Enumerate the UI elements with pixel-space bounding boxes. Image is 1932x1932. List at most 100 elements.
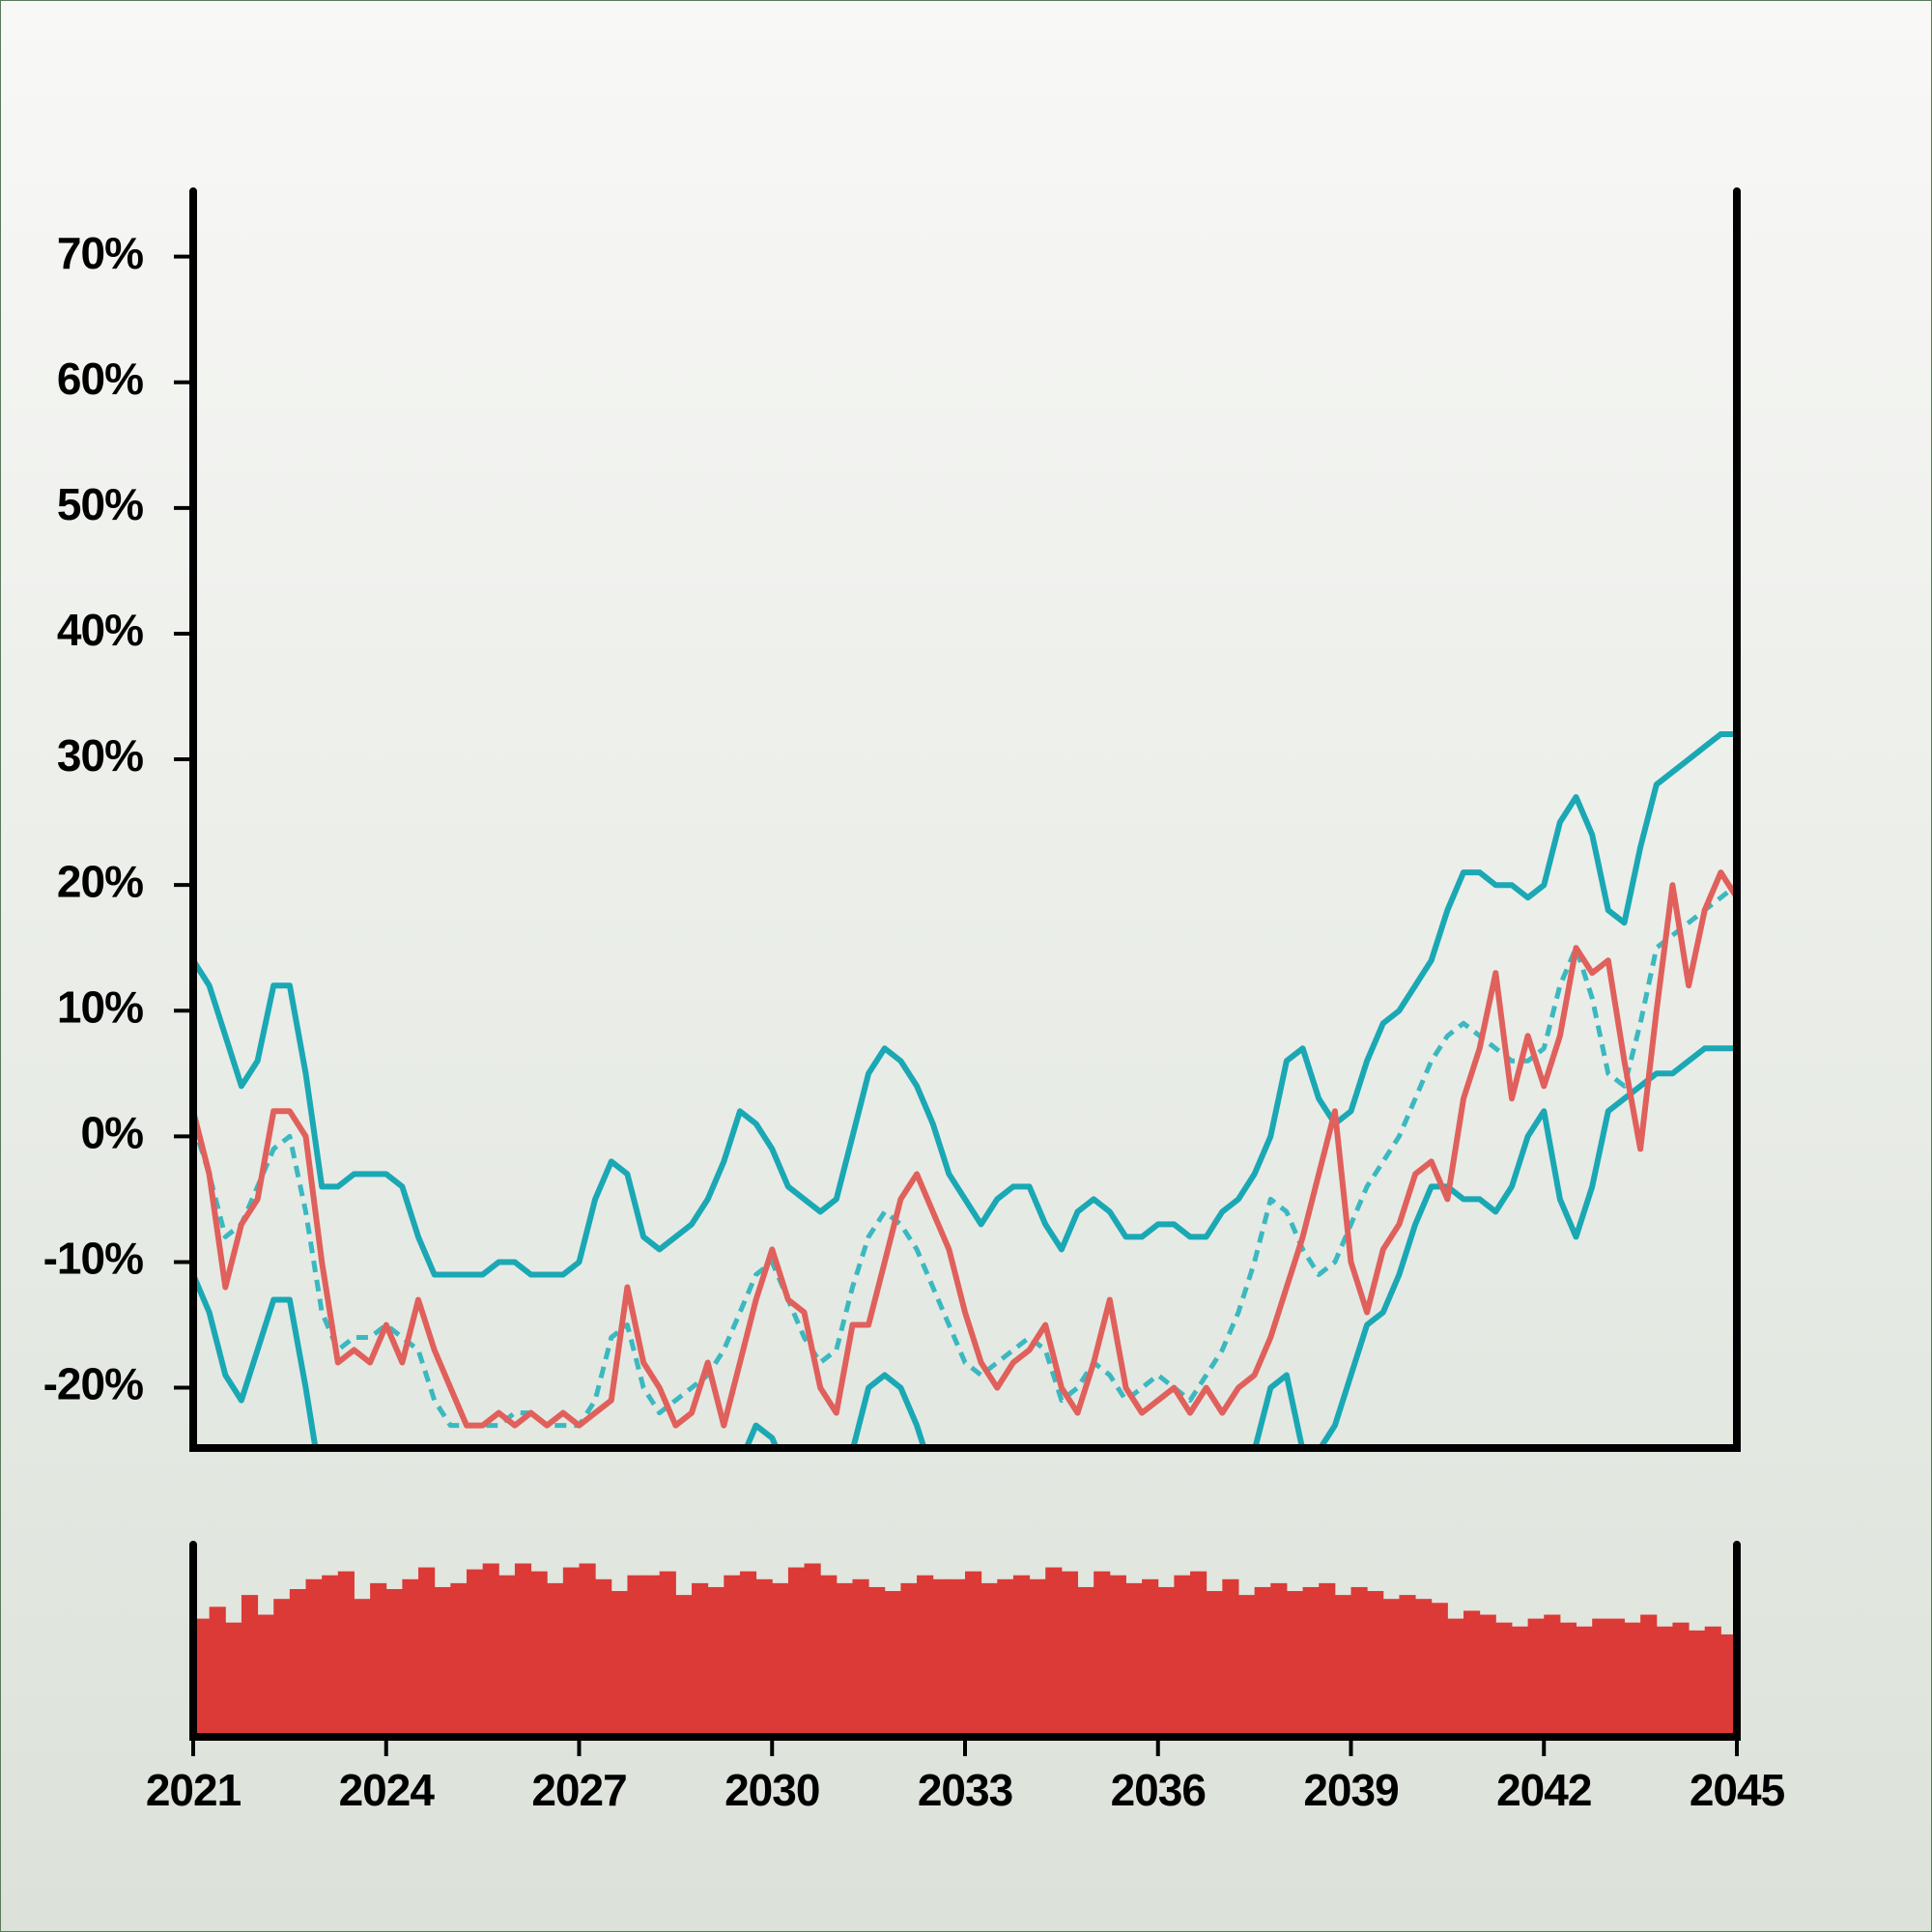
volume-bar xyxy=(692,1582,709,1737)
volume-bar xyxy=(1094,1571,1111,1737)
volume-bar xyxy=(498,1575,516,1737)
volume-bar xyxy=(1190,1571,1208,1737)
volume-bar xyxy=(514,1563,532,1737)
volume-bar xyxy=(1157,1586,1175,1737)
volume-bar xyxy=(1415,1599,1433,1737)
volume-bar xyxy=(1350,1586,1368,1737)
volume-bar xyxy=(579,1563,596,1737)
volume-bar xyxy=(1222,1578,1239,1737)
volume-bar xyxy=(1077,1586,1094,1737)
volume-bar xyxy=(1576,1626,1593,1737)
volume-bar xyxy=(434,1586,451,1737)
volume-bar xyxy=(1367,1591,1384,1737)
volume-bar xyxy=(917,1575,934,1737)
volume-bar xyxy=(530,1571,548,1737)
volume-bar xyxy=(739,1571,757,1737)
volume-bar xyxy=(466,1569,484,1737)
main-frame xyxy=(189,187,1741,1452)
x-tick-label: 2030 xyxy=(724,1765,819,1815)
volume-bar xyxy=(755,1578,773,1737)
volume-bar xyxy=(1431,1603,1448,1737)
volume-bar xyxy=(1125,1582,1143,1737)
y-tick-label: 20% xyxy=(57,856,143,906)
volume-bar xyxy=(787,1567,806,1737)
volume-bar xyxy=(1012,1575,1031,1737)
volume-bar xyxy=(1382,1599,1400,1737)
volume-bar xyxy=(273,1599,291,1737)
volume-bar xyxy=(820,1575,838,1737)
series-line xyxy=(193,869,1737,1429)
volume-bar xyxy=(611,1591,628,1737)
volume-bar xyxy=(997,1578,1014,1737)
y-tick-label: -20% xyxy=(43,1359,143,1409)
volume-bar xyxy=(884,1591,901,1737)
volume-bar xyxy=(1174,1575,1191,1737)
volume-bar xyxy=(1447,1618,1464,1737)
x-tick-label: 2021 xyxy=(146,1765,242,1815)
volume-bar xyxy=(337,1571,355,1737)
volume-bar xyxy=(1624,1622,1641,1737)
volume-bar xyxy=(1656,1626,1673,1737)
x-tick-label: 2039 xyxy=(1303,1765,1398,1815)
volume-bar xyxy=(675,1595,693,1737)
volume-bar xyxy=(1045,1567,1063,1737)
volume-bar xyxy=(1142,1578,1159,1737)
volume-bar xyxy=(949,1578,966,1737)
volume-bar xyxy=(562,1567,580,1737)
volume-bar xyxy=(193,1618,211,1737)
x-tick-label: 2045 xyxy=(1690,1765,1785,1815)
y-tick-label: 50% xyxy=(57,479,143,529)
volume-bar xyxy=(900,1582,918,1737)
volume-bar xyxy=(595,1578,612,1737)
volume-bar xyxy=(209,1606,226,1737)
volume-bar xyxy=(385,1589,403,1737)
volume-bar xyxy=(305,1578,323,1737)
volume-bar xyxy=(1206,1591,1223,1737)
volume-bar xyxy=(868,1586,886,1737)
y-tick-label: 40% xyxy=(57,605,143,655)
volume-bar xyxy=(932,1578,950,1737)
volume-bar xyxy=(289,1589,307,1737)
volume-bar xyxy=(1061,1571,1079,1737)
volume-bar xyxy=(322,1575,339,1737)
volume-bar xyxy=(1302,1586,1320,1737)
volume-bar xyxy=(1495,1622,1513,1737)
volume-bar xyxy=(482,1563,499,1737)
volume-bar xyxy=(1463,1610,1481,1737)
volume-bar xyxy=(1334,1595,1351,1737)
x-tick-label: 2024 xyxy=(339,1765,436,1815)
volume-bar xyxy=(852,1578,869,1737)
volume-bar xyxy=(1640,1614,1658,1737)
y-tick-label: 0% xyxy=(81,1108,144,1158)
volume-bar xyxy=(965,1571,982,1737)
volume-bar xyxy=(450,1582,468,1737)
volume-bar xyxy=(1592,1618,1609,1737)
volume-bar xyxy=(402,1578,419,1737)
y-tick-label: 10% xyxy=(57,981,143,1032)
x-tick-label: 2033 xyxy=(918,1765,1012,1815)
volume-bar xyxy=(772,1582,789,1737)
volume-bar xyxy=(1479,1614,1496,1737)
volume-bar xyxy=(354,1599,371,1737)
volume-bar xyxy=(627,1575,644,1737)
y-tick-label: -10% xyxy=(43,1234,143,1284)
axes: -20% -10% 0% 10% 20% 30% 40% 50% 60% 70% 2021 2024 2… xyxy=(43,187,1786,1815)
volume-bar xyxy=(1399,1595,1416,1737)
volume-bar xyxy=(804,1563,821,1737)
volume-bar xyxy=(1319,1582,1336,1737)
volume-bar xyxy=(1511,1626,1529,1737)
x-tick-label: 2027 xyxy=(531,1765,626,1815)
volume-bar xyxy=(418,1567,436,1737)
volume-bar xyxy=(1720,1634,1737,1737)
volume-bar xyxy=(836,1582,853,1737)
volume-bar xyxy=(1237,1595,1256,1737)
volume-bar xyxy=(547,1582,564,1737)
volume-bar xyxy=(1672,1622,1690,1737)
x-tick-label: 2042 xyxy=(1496,1765,1591,1815)
volume-bar xyxy=(1544,1614,1561,1737)
volume-bar xyxy=(370,1582,387,1737)
y-tick-label: 70% xyxy=(57,228,143,278)
volume-bar xyxy=(707,1586,724,1737)
volume-bar xyxy=(980,1582,998,1737)
